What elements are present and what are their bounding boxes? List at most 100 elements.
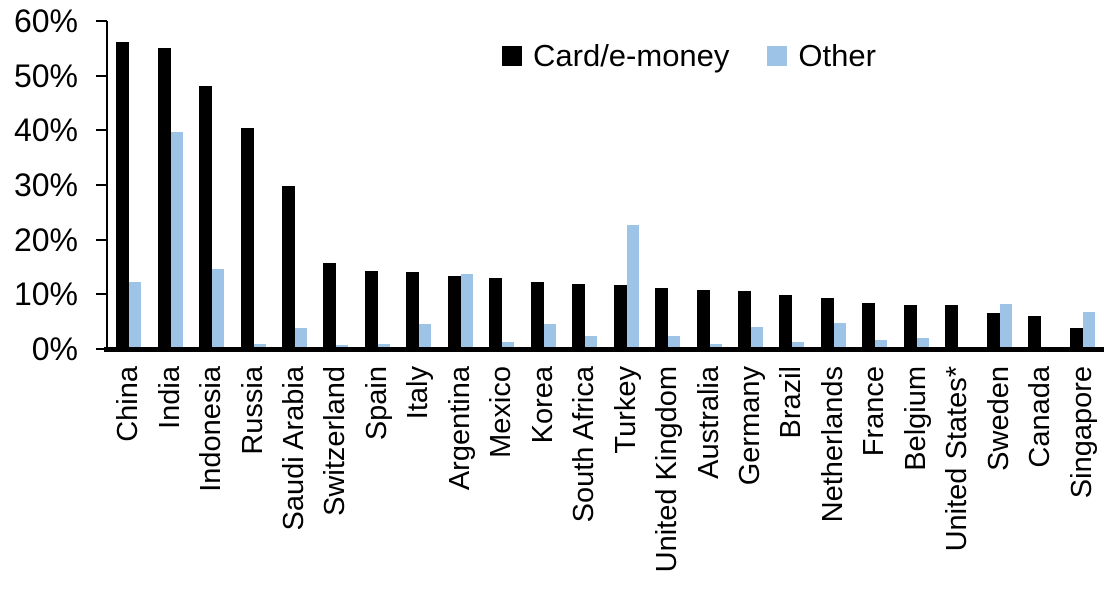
category-group-switzerland [315, 21, 356, 349]
bar-card-e-money-turkey [613, 285, 627, 349]
x-axis-label-cell: Mexico [481, 366, 522, 594]
x-axis-label-united-states: United States* [941, 366, 974, 552]
category-group-france [854, 21, 895, 349]
bar-card-e-money-saudi-arabia [282, 186, 296, 349]
bar-card-e-money-netherlands [820, 298, 834, 349]
category-group-russia [232, 21, 273, 349]
bar-card-e-money-sweden [986, 313, 1000, 349]
x-axis-label-australia: Australia [692, 366, 725, 479]
bar-card-e-money-united-states [945, 305, 959, 349]
bar-card-e-money-france [862, 303, 876, 349]
plot-area [108, 21, 1103, 349]
legend-item-other: Other [767, 40, 876, 71]
x-axis-label-cell: Saudi Arabia [274, 366, 315, 594]
y-axis-tick-label-20: 20% [13, 221, 78, 258]
x-axis-label-cell: Italy [398, 366, 439, 594]
y-axis-tick [96, 184, 107, 186]
category-group-italy [398, 21, 439, 349]
bar-card-e-money-indonesia [199, 86, 213, 349]
x-axis-label-belgium: Belgium [899, 366, 932, 471]
x-axis-label-cell: Argentina [440, 366, 481, 594]
x-axis-label-south-africa: South Africa [568, 366, 601, 523]
x-axis-label-cell: India [149, 366, 190, 594]
category-group-belgium [896, 21, 937, 349]
bar-card-e-money-china [116, 42, 130, 349]
bar-card-e-money-argentina [447, 276, 461, 349]
y-axis-tick-label-10: 10% [13, 276, 78, 313]
category-group-india [149, 21, 190, 349]
category-group-korea [523, 21, 564, 349]
x-axis-label-india: India [153, 366, 186, 429]
bar-other-turkey [626, 225, 639, 349]
category-group-spain [357, 21, 398, 349]
x-axis-label-cell: Spain [357, 366, 398, 594]
x-axis-label-cell: Switzerland [315, 366, 356, 594]
chart-legend: Card/e-money Other [502, 40, 876, 71]
bar-card-e-money-switzerland [323, 263, 337, 349]
x-axis-labels: China India Indonesia Russia Saudi Arabia Swi… [108, 366, 1103, 594]
y-axis-tick [96, 293, 107, 296]
y-axis-tick-label-0: 0% [31, 331, 78, 367]
bar-card-e-money-italy [406, 272, 420, 349]
x-axis-label-saudi-arabia: Saudi Arabia [278, 366, 311, 531]
x-axis-label-argentina: Argentina [443, 366, 476, 491]
x-axis-label-switzerland: Switzerland [319, 366, 352, 516]
x-axis-label-france: France [858, 366, 891, 457]
x-axis-label-cell: Germany [730, 366, 771, 594]
x-axis-label-brazil: Brazil [775, 366, 808, 439]
x-axis-label-netherlands: Netherlands [816, 366, 849, 523]
x-axis-line [104, 347, 1104, 352]
bar-card-e-money-russia [240, 128, 254, 349]
bar-other-united-kingdom [668, 336, 681, 349]
bar-other-india [170, 132, 183, 349]
x-axis-label-sweden: Sweden [982, 366, 1015, 471]
bar-card-e-money-belgium [903, 305, 917, 349]
bar-card-e-money-brazil [779, 295, 793, 349]
x-axis-label-cell: Brazil [771, 366, 812, 594]
bar-other-netherlands [833, 323, 846, 349]
bar-other-singapore [1082, 312, 1095, 349]
legend-label-other: Other [798, 38, 876, 73]
x-axis-label-cell: United Kingdom [647, 366, 688, 594]
x-axis-label-cell: Indonesia [191, 366, 232, 594]
bar-other-brazil [792, 342, 805, 349]
legend-swatch-other-icon [767, 45, 788, 66]
category-group-south-africa [564, 21, 605, 349]
x-axis-label-cell: United States* [937, 366, 978, 594]
y-axis-tick [96, 20, 107, 22]
y-axis-tick-label-30: 30% [13, 167, 78, 203]
bar-card-e-money-mexico [489, 278, 503, 349]
bar-card-e-money-south-africa [572, 284, 586, 349]
x-axis-label-cell: Singapore [1061, 366, 1102, 594]
bar-other-argentina [460, 274, 473, 349]
bar-other-indonesia [212, 269, 225, 349]
category-group-turkey [605, 21, 646, 349]
bar-other-sweden [999, 304, 1012, 349]
bar-other-australia [709, 344, 722, 349]
bar-card-e-money-australia [696, 290, 710, 349]
x-axis-label-mexico: Mexico [485, 366, 518, 458]
x-axis-label-china: China [112, 366, 145, 442]
x-axis-label-indonesia: Indonesia [195, 366, 228, 492]
x-axis-label-turkey: Turkey [609, 366, 642, 454]
bar-card-e-money-korea [530, 282, 544, 349]
bar-other-italy [419, 324, 432, 349]
y-axis-tick-label-60: 60% [13, 3, 78, 39]
category-group-united-states [937, 21, 978, 349]
x-axis-label-russia: Russia [236, 366, 269, 455]
category-group-saudi-arabia [274, 21, 315, 349]
bar-other-saudi-arabia [295, 328, 308, 349]
x-axis-label-united-kingdom: United Kingdom [651, 366, 684, 573]
y-axis-tick-label-40: 40% [13, 112, 78, 149]
bar-other-south-africa [585, 336, 598, 349]
bar-card-e-money-singapore [1069, 328, 1083, 349]
bar-other-korea [543, 324, 556, 349]
bar-card-e-money-canada [1028, 316, 1042, 349]
y-axis-tick [96, 348, 107, 350]
category-group-brazil [771, 21, 812, 349]
legend-swatch-card-e-money-icon [502, 45, 522, 66]
category-group-china [108, 21, 149, 349]
x-axis-label-cell: Canada [1020, 366, 1061, 594]
category-group-sweden [979, 21, 1020, 349]
